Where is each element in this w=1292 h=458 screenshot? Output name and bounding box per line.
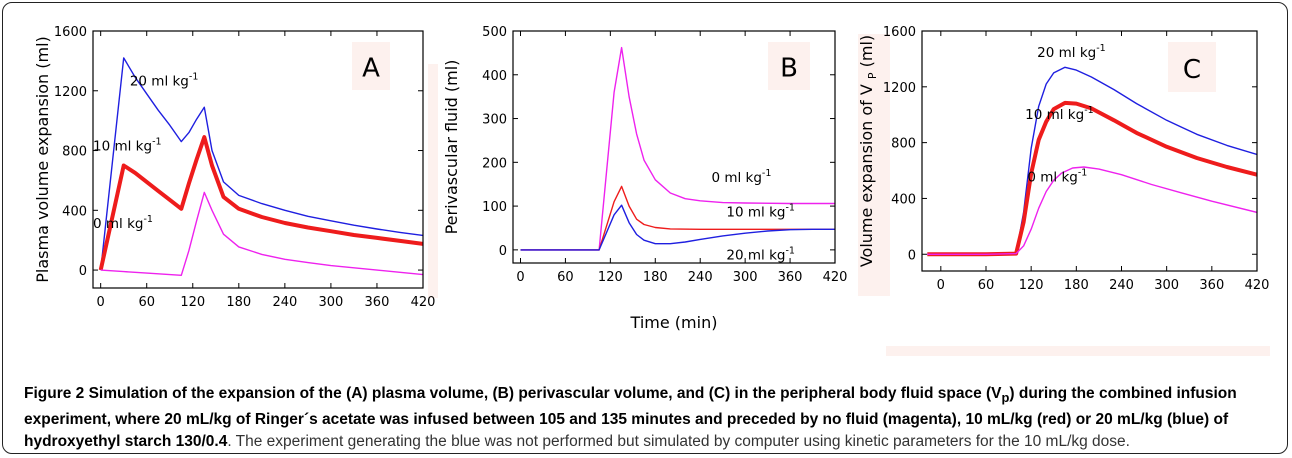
y-tick-label: 0 [499,244,507,259]
x-tick-label: 0 [516,270,524,285]
x-tick-label: 420 [411,295,436,310]
series-label: 20 ml kg-1 [1037,43,1106,61]
series-label: 0 ml kg-1 [711,168,771,186]
x-tick-label: 60 [978,278,995,293]
x-tick-label: 300 [1154,278,1179,293]
x-tick-label: 120 [1019,278,1044,293]
series-line-10-ml-kg-1 [98,135,423,271]
y-axis-title: Perivascular fluid (ml) [442,60,461,235]
series-label: 10 ml kg-1 [1025,105,1094,123]
x-tick-label: 360 [365,295,390,310]
plot-frame [512,30,836,264]
plot-frame [92,30,424,289]
panel-label-backdrop [768,42,810,90]
y-axis-title: Plasma volume expansion (ml) [33,36,52,283]
series-line-0-ml-kg-1 [100,191,423,276]
x-tick-label: 120 [598,270,623,285]
y-tick-label: 100 [482,200,507,215]
series-label: 20 ml kg-1 [130,72,199,90]
y-tick-label: 1200 [54,85,87,100]
x-tick-label: 240 [688,270,713,285]
chart-panel-a: A 20 ml kg-1 10 ml kg-1 0 ml kg-1 0 60 120 180 2… [33,25,438,310]
y-tick-label: 800 [62,145,87,160]
series-line-20-ml-kg-1 [520,204,835,251]
x-tick-label: 0 [937,278,945,293]
x-tick-label: 60 [557,270,574,285]
x-tick-label: 180 [226,295,251,310]
x-tick-label: 180 [643,270,668,285]
y-tick-label: 800 [891,137,916,152]
panel-label-backdrop [1168,42,1216,92]
x-tick-label: 60 [138,295,155,310]
figure-caption: Figure 2 Simulation of the expansion of … [24,383,1272,453]
y-tick-label: 0 [79,264,87,279]
caption-bold-tail: ) during the combined infusion experimen… [24,385,1237,451]
chart-panel-c: C 20 ml kg-1 10 ml kg-1 0 ml kg-1 0 60 120 180 2… [857,25,1270,356]
panel-label: B [780,54,798,84]
panel-label: C [1183,55,1201,85]
x-tick-label: 0 [97,295,105,310]
caption-normal-text: . The experiment generating the blue was… [227,433,1130,451]
x-tick-label: 420 [1245,278,1270,293]
panel-label: A [362,54,380,84]
y-tick-label: 1200 [883,81,916,96]
label-backdrop [428,64,438,298]
series-label: 20 ml kg-1 [726,245,795,263]
x-tick-label: 180 [1064,278,1089,293]
x-tick-label: 360 [1199,278,1224,293]
label-backdrop [886,346,1270,356]
y-tick-label: 200 [482,156,507,171]
y-tick-label: 0 [908,248,916,263]
x-tick-label: 300 [733,270,758,285]
y-tick-label: 400 [482,69,507,84]
label-backdrop [858,34,890,296]
y-axis-title: Volume expansion of V P (ml) [857,35,879,267]
series-label: 0 ml kg-1 [1027,168,1087,186]
x-axis-title: Time (min) [630,313,718,332]
x-tick-label: 240 [1109,278,1134,293]
series-line-10-ml-kg-1 [520,185,835,251]
caption-bold-subscript: p [1001,390,1010,406]
panel-label-backdrop [352,42,390,90]
x-tick-label: 120 [180,295,205,310]
x-tick-label: 420 [823,270,848,285]
series-label: 10 ml kg-1 [726,203,795,221]
series-label: 0 ml kg-1 [93,214,153,232]
series-line-10-ml-kg-1 [927,100,1257,257]
series-line-0-ml-kg-1 [927,166,1257,256]
x-tick-label: 360 [778,270,803,285]
x-tick-label: 300 [318,295,343,310]
y-tick-label: 500 [482,25,507,40]
y-tick-label: 400 [62,204,87,219]
caption-bold-text: Figure 2 Simulation of the expansion of … [24,385,1002,402]
y-tick-label: 400 [891,192,916,207]
y-tick-label: 300 [482,113,507,128]
series-line-0-ml-kg-1 [520,46,835,251]
plot-frame [921,30,1258,272]
y-tick-label: 1600 [54,25,87,40]
chart-panel-b: B 0 ml kg-1 10 ml kg-1 20 ml kg-1 0 60 120 180 2… [442,25,847,332]
x-tick-label: 240 [272,295,297,310]
figure-charts: A 20 ml kg-1 10 ml kg-1 0 ml kg-1 0 60 120 180 2… [33,25,1270,356]
series-label: 10 ml kg-1 [93,137,162,155]
y-tick-label: 1600 [883,25,916,40]
series-line-20-ml-kg-1 [100,57,423,271]
